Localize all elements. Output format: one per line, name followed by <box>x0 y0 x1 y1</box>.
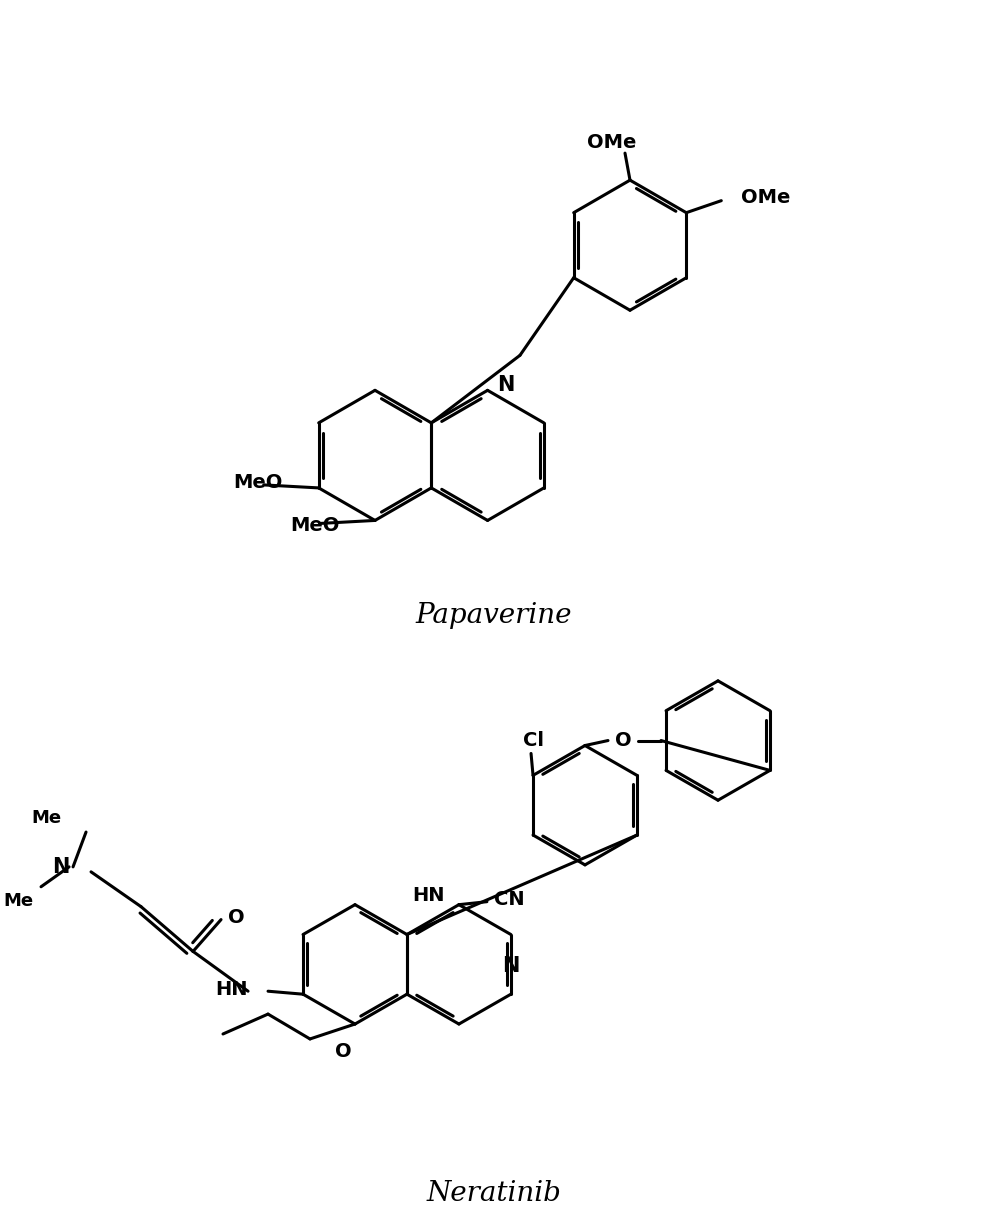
Text: O: O <box>615 731 631 750</box>
Text: N: N <box>502 956 520 977</box>
Text: Neratinib: Neratinib <box>427 1179 561 1207</box>
Text: O: O <box>228 907 245 927</box>
Text: Me: Me <box>3 892 33 910</box>
Text: Cl: Cl <box>523 732 543 750</box>
Text: Me: Me <box>31 809 61 827</box>
Text: MeO: MeO <box>290 516 339 535</box>
Text: Papaverine: Papaverine <box>416 602 572 628</box>
Text: MeO: MeO <box>234 474 284 492</box>
Text: HN: HN <box>215 979 248 999</box>
Text: N: N <box>498 375 515 396</box>
Text: N: N <box>51 857 69 877</box>
Text: CN: CN <box>494 890 525 909</box>
Text: HN: HN <box>412 885 445 905</box>
Text: OMe: OMe <box>587 133 636 152</box>
Text: O: O <box>335 1041 352 1061</box>
Text: OMe: OMe <box>741 188 790 207</box>
